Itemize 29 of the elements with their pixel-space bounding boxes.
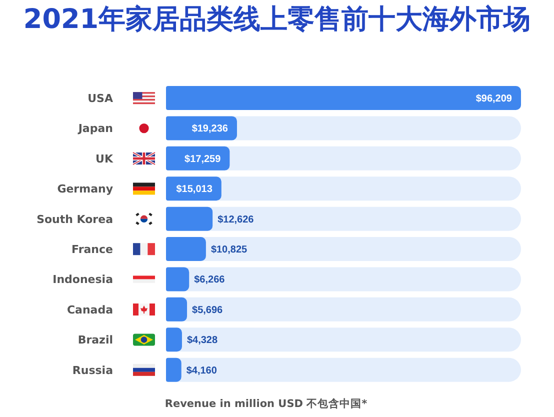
y-tick-label: UK bbox=[96, 152, 114, 166]
bar bbox=[166, 206, 213, 231]
y-tick-label: Brazil bbox=[78, 334, 113, 347]
data-label: $12,626 bbox=[218, 214, 254, 226]
bar bbox=[166, 116, 237, 140]
data-label: $4,328 bbox=[186, 335, 218, 346]
bar bbox=[166, 297, 188, 322]
data-label: $96,209 bbox=[476, 94, 512, 105]
data-label: $5,696 bbox=[192, 304, 224, 316]
y-tick-label: Japan bbox=[77, 122, 113, 136]
data-label: $15,013 bbox=[176, 184, 213, 196]
data-label: $17,259 bbox=[184, 154, 222, 165]
x-axis-title: Revenue in million USD 不包含中国* bbox=[164, 397, 368, 411]
chart-title: 2021年家居品类线上零售前十大海外市场 bbox=[22, 3, 532, 37]
bar bbox=[166, 358, 182, 382]
data-label: $4,160 bbox=[186, 365, 218, 376]
y-tick-label: France bbox=[72, 242, 113, 256]
data-label: $19,236 bbox=[192, 124, 228, 135]
y-tick-label: South Korea bbox=[36, 212, 113, 226]
y-tick-label: USA bbox=[88, 92, 114, 105]
y-tick-label: Canada bbox=[66, 303, 113, 316]
y-tick-label: Indonesia bbox=[52, 273, 113, 286]
bar bbox=[166, 237, 206, 262]
bar bbox=[166, 328, 182, 352]
bar bbox=[166, 267, 190, 292]
data-label: $10,825 bbox=[210, 244, 248, 256]
y-tick-label: Russia bbox=[72, 364, 113, 377]
y-tick-label: Germany bbox=[57, 182, 113, 196]
data-label: $6,266 bbox=[194, 274, 226, 286]
